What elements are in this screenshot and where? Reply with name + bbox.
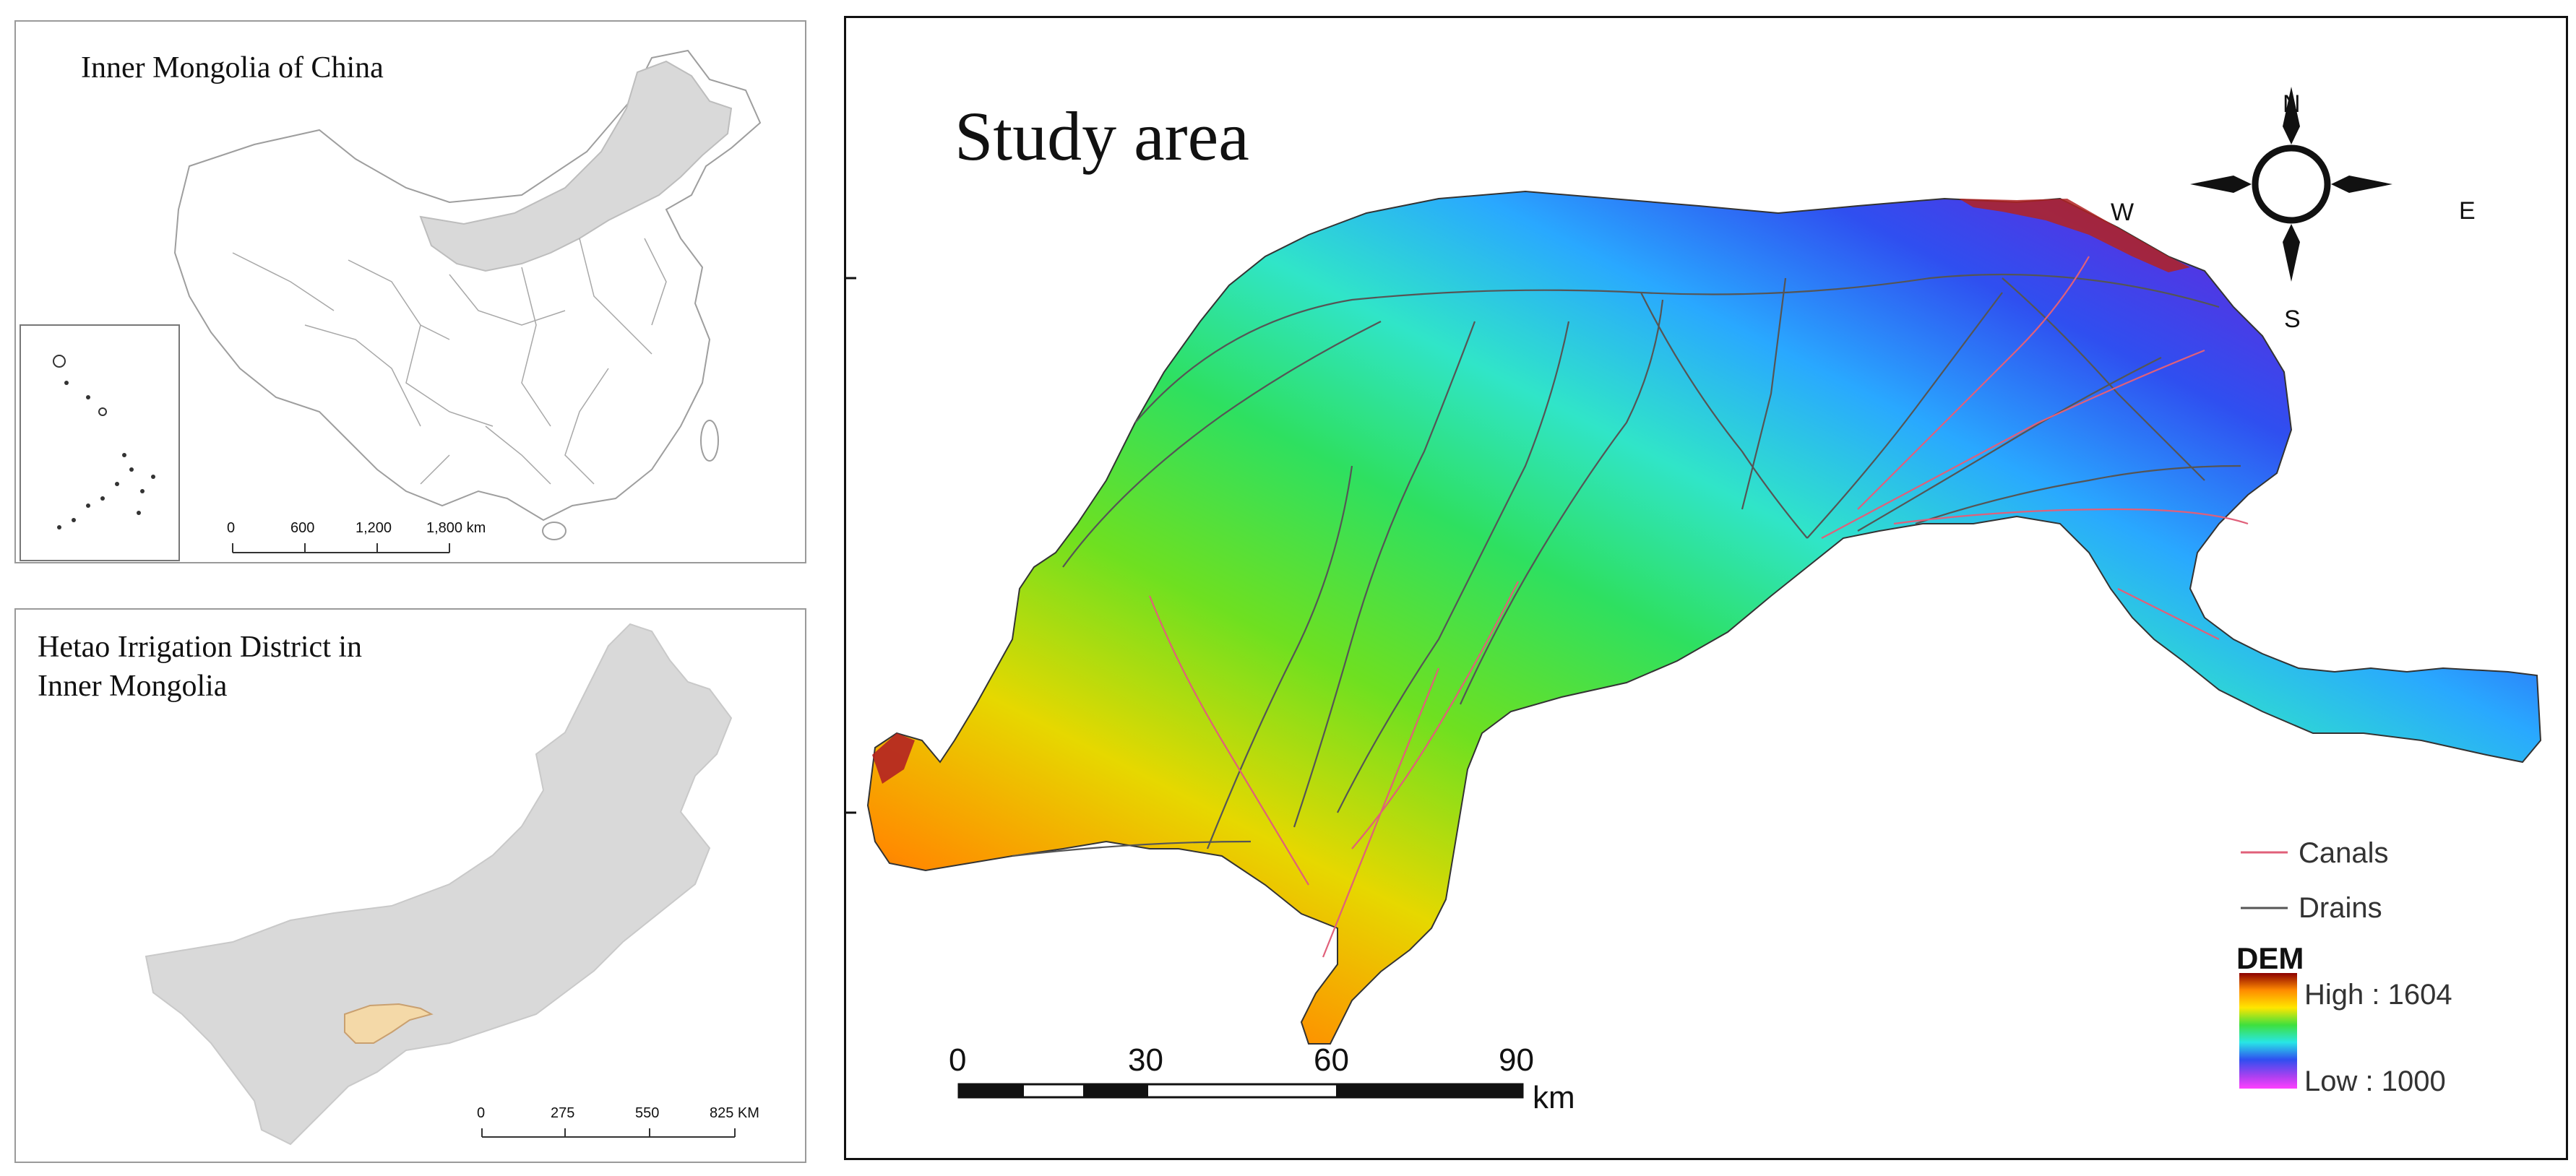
dem-high-label: High : 1604: [2304, 979, 2452, 1011]
scale-label-60: 60: [1314, 1042, 1349, 1078]
scale-label-30: 30: [1128, 1042, 1163, 1078]
drains-network: [1012, 273, 2241, 857]
province-borders: [232, 238, 667, 485]
study-area-shape: [866, 190, 2542, 1045]
dem-legend-ramp: [2239, 973, 2297, 1089]
china-scale-label-0: 0: [227, 520, 236, 536]
hainan-island: [542, 522, 567, 540]
west-high-tip: [872, 733, 915, 784]
im-scale-label-3: 825 KM: [710, 1105, 759, 1121]
scale-label-0: 0: [949, 1042, 967, 1078]
china-inset-title: Inner Mongolia of China: [81, 51, 384, 85]
china-scale-label-1: 600: [290, 520, 315, 536]
scale-label-90: 90: [1499, 1042, 1534, 1078]
im-inset-title-line1: Hetao Irrigation District in: [38, 631, 363, 664]
south-china-sea-inset: [20, 324, 180, 561]
taiwan-island: [700, 420, 719, 462]
compass-east-label: E: [2459, 197, 2476, 225]
china-map: [20, 49, 762, 561]
compass-west-label: W: [2111, 199, 2135, 226]
china-scale-label-2: 1,200: [356, 520, 392, 536]
northern-ridge: [1959, 199, 2190, 272]
im-scale-label-1: 275: [551, 1105, 575, 1121]
study-area-title: Study area: [955, 98, 1249, 175]
dem-legend-title: DEM: [2236, 941, 2304, 975]
inner-mongolia-inset-panel: Hetao Irrigation District in Inner Mongo…: [14, 608, 806, 1163]
islands-dots: [53, 355, 155, 529]
im-scale-bar: [481, 1128, 736, 1138]
dem-low-label: Low : 1000: [2304, 1065, 2446, 1097]
china-scale-label-3: 1,800 km: [426, 520, 486, 536]
canals-network: [1148, 256, 2249, 958]
im-scale-label-0: 0: [477, 1105, 486, 1121]
scale-unit-label: km: [1533, 1080, 1575, 1115]
hetao-district-shape: [344, 1003, 434, 1044]
compass-south-label: S: [2284, 306, 2301, 333]
inner-mongolia-shape: [145, 623, 733, 1146]
drains-legend-label: Drains: [2299, 892, 2382, 924]
compass-north-label: N: [2283, 90, 2301, 118]
china-inset-panel: Inner Mongolia of China 0 600 1,200 1,80…: [14, 20, 806, 563]
im-inset-title-line2: Inner Mongolia: [38, 670, 228, 703]
china-scale-bar: [232, 543, 450, 553]
canals-legend-label: Canals: [2299, 837, 2389, 869]
inner-mongolia-highlight: [419, 60, 733, 272]
main-scale-bar: [957, 1083, 1524, 1099]
study-area-map: [846, 87, 2542, 1099]
study-area-panel: Study area N S E W Canals Drains DEM Hig…: [844, 16, 2568, 1160]
compass-icon: [2190, 87, 2392, 282]
inner-mongolia-map: [145, 623, 736, 1146]
im-scale-label-2: 550: [635, 1105, 660, 1121]
